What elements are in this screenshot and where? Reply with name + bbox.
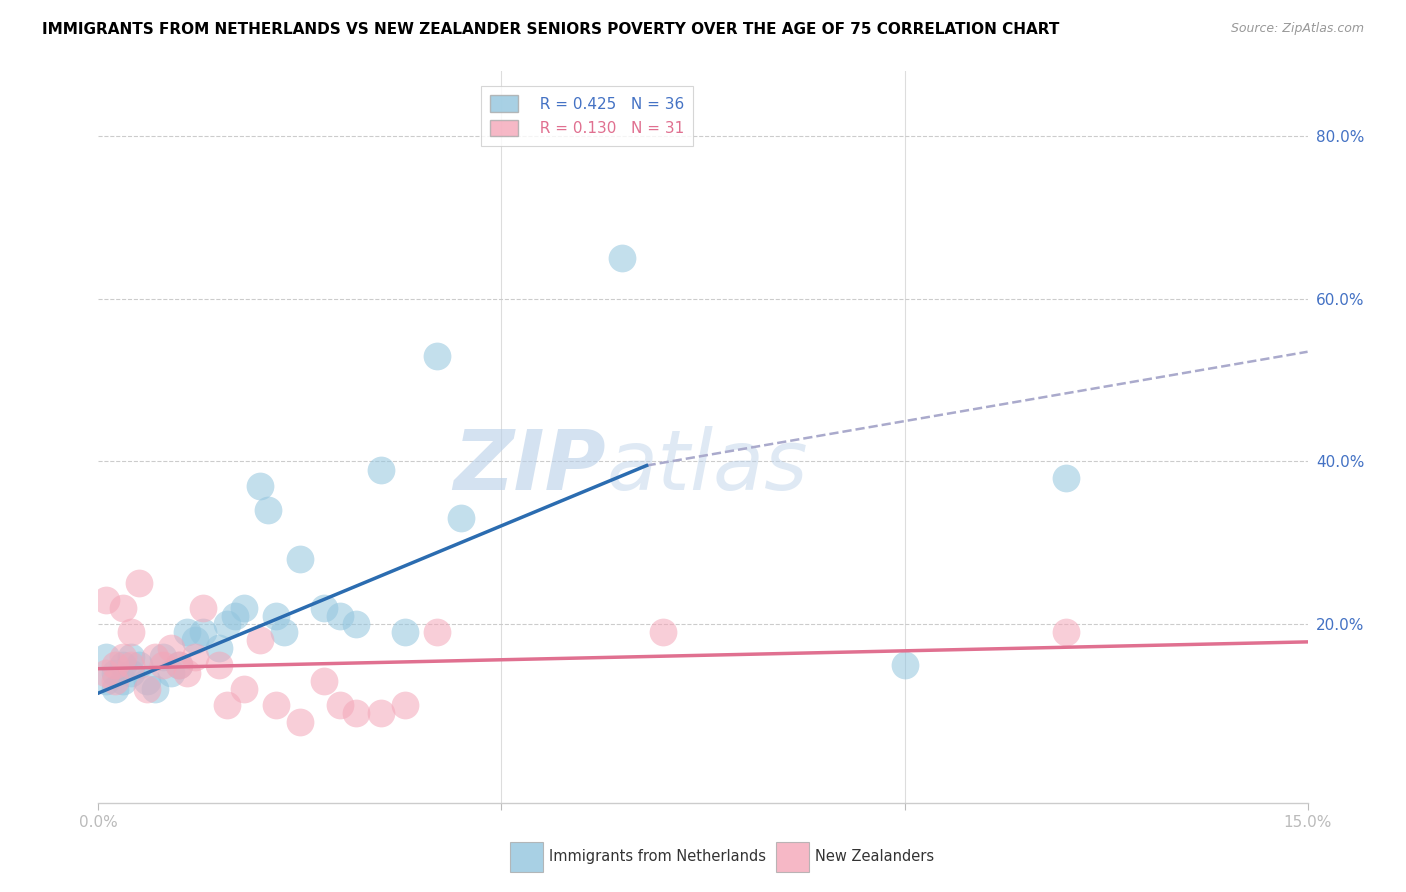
Legend:   R = 0.425   N = 36,   R = 0.130   N = 31: R = 0.425 N = 36, R = 0.130 N = 31 <box>481 87 693 145</box>
Point <box>120 649 142 664</box>
Text: Immigrants from Netherlands: Immigrants from Netherlands <box>550 849 766 864</box>
Point <box>256 503 278 517</box>
Point <box>217 698 239 713</box>
Point <box>152 657 174 672</box>
Point <box>96 592 118 607</box>
Point <box>1054 625 1077 640</box>
Point <box>370 706 392 721</box>
Point <box>264 608 287 623</box>
Text: IMMIGRANTS FROM NETHERLANDS VS NEW ZEALANDER SENIORS POVERTY OVER THE AGE OF 75 : IMMIGRANTS FROM NETHERLANDS VS NEW ZEALA… <box>42 22 1060 37</box>
Point <box>249 479 271 493</box>
Point <box>120 657 142 672</box>
Point <box>394 698 416 713</box>
Point <box>128 576 150 591</box>
Point <box>314 600 336 615</box>
Point <box>1054 471 1077 485</box>
Point <box>135 673 157 688</box>
Point <box>344 617 367 632</box>
Point <box>184 633 207 648</box>
Text: Source: ZipAtlas.com: Source: ZipAtlas.com <box>1230 22 1364 36</box>
Point <box>160 665 183 680</box>
Point <box>120 625 142 640</box>
Point <box>288 714 311 729</box>
Point <box>160 641 183 656</box>
Point <box>152 649 174 664</box>
Point <box>217 617 239 632</box>
Point <box>96 649 118 664</box>
Point <box>232 600 254 615</box>
Point <box>249 633 271 648</box>
Point <box>450 511 472 525</box>
Point <box>288 552 311 566</box>
Point <box>96 673 118 688</box>
Point <box>264 698 287 713</box>
Point <box>893 657 915 672</box>
Point <box>208 657 231 672</box>
Point <box>96 665 118 680</box>
Point <box>111 657 134 672</box>
Point <box>232 681 254 696</box>
Point <box>103 681 125 696</box>
Point <box>111 673 134 688</box>
Point <box>273 625 295 640</box>
FancyBboxPatch shape <box>776 841 810 872</box>
Point <box>111 649 134 664</box>
Point <box>208 641 231 656</box>
Point <box>120 665 142 680</box>
Point <box>370 462 392 476</box>
Point <box>103 665 125 680</box>
Text: atlas: atlas <box>606 425 808 507</box>
Point <box>143 681 166 696</box>
Point <box>394 625 416 640</box>
Point <box>193 600 215 615</box>
Text: New Zealanders: New Zealanders <box>815 849 935 864</box>
Point <box>167 657 190 672</box>
Point <box>111 600 134 615</box>
Point <box>135 681 157 696</box>
Point <box>612 252 634 266</box>
Text: ZIP: ZIP <box>454 425 606 507</box>
Point <box>128 657 150 672</box>
Point <box>176 665 198 680</box>
Point <box>224 608 246 623</box>
Point <box>193 625 215 640</box>
Point <box>184 649 207 664</box>
Point <box>426 349 449 363</box>
Point <box>344 706 367 721</box>
Point <box>167 657 190 672</box>
Point <box>329 608 352 623</box>
Point <box>329 698 352 713</box>
Point <box>651 625 673 640</box>
Point <box>103 673 125 688</box>
Point <box>143 649 166 664</box>
Point <box>426 625 449 640</box>
Point <box>176 625 198 640</box>
Point <box>314 673 336 688</box>
FancyBboxPatch shape <box>509 841 543 872</box>
Point <box>103 657 125 672</box>
